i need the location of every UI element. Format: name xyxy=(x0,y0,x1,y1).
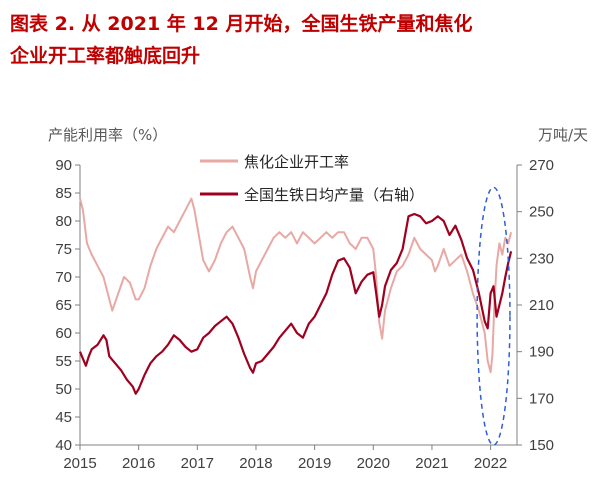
x-tick-label: 2022 xyxy=(474,455,507,472)
x-tick-label: 2021 xyxy=(415,455,448,472)
right-tick-label: 150 xyxy=(529,437,554,454)
left-tick-label: 80 xyxy=(55,213,72,230)
left-tick-label: 65 xyxy=(55,297,72,314)
right-tick-label: 230 xyxy=(529,250,554,267)
series-line-coking-utilization xyxy=(79,197,513,374)
left-tick-label: 45 xyxy=(55,409,72,426)
right-axis-unit: 万吨/天 xyxy=(537,126,588,144)
left-tick-label: 55 xyxy=(55,353,72,370)
x-tick-label: 2020 xyxy=(357,455,390,472)
x-tick-label: 2018 xyxy=(239,455,272,472)
left-tick-label: 85 xyxy=(55,185,72,202)
x-tick-label: 2017 xyxy=(181,455,214,472)
right-tick-label: 190 xyxy=(529,344,554,361)
left-tick-label: 90 xyxy=(55,157,72,174)
right-tick-label: 210 xyxy=(529,297,554,314)
legend-label: 焦化企业开工率 xyxy=(244,153,349,171)
legend-label: 全国生铁日均产量（右轴） xyxy=(244,186,424,204)
right-tick-label: 170 xyxy=(529,390,554,407)
left-tick-label: 60 xyxy=(55,325,72,342)
x-tick-label: 2016 xyxy=(122,455,155,472)
legend-background xyxy=(196,150,456,208)
left-tick-label: 50 xyxy=(55,381,72,398)
x-tick-label: 2015 xyxy=(63,455,96,472)
chart-title-line1: 图表 2. 从 2021 年 12 月开始，全国生铁产量和焦化 xyxy=(10,13,473,35)
highlight-ellipse xyxy=(476,186,511,446)
left-tick-label: 70 xyxy=(55,269,72,286)
left-tick-label: 75 xyxy=(55,241,72,258)
left-axis-unit: 产能利用率（%） xyxy=(48,126,168,144)
chart-title-line2: 企业开工率都触底回升 xyxy=(10,45,201,67)
left-tick-label: 40 xyxy=(55,437,72,454)
series-line-pig-iron-output xyxy=(78,212,513,395)
right-tick-label: 270 xyxy=(529,157,554,174)
right-tick-label: 250 xyxy=(529,204,554,221)
chart-title: 图表 2. 从 2021 年 12 月开始，全国生铁产量和焦化 企业开工率都触底… xyxy=(10,8,590,72)
x-tick-label: 2019 xyxy=(298,455,331,472)
